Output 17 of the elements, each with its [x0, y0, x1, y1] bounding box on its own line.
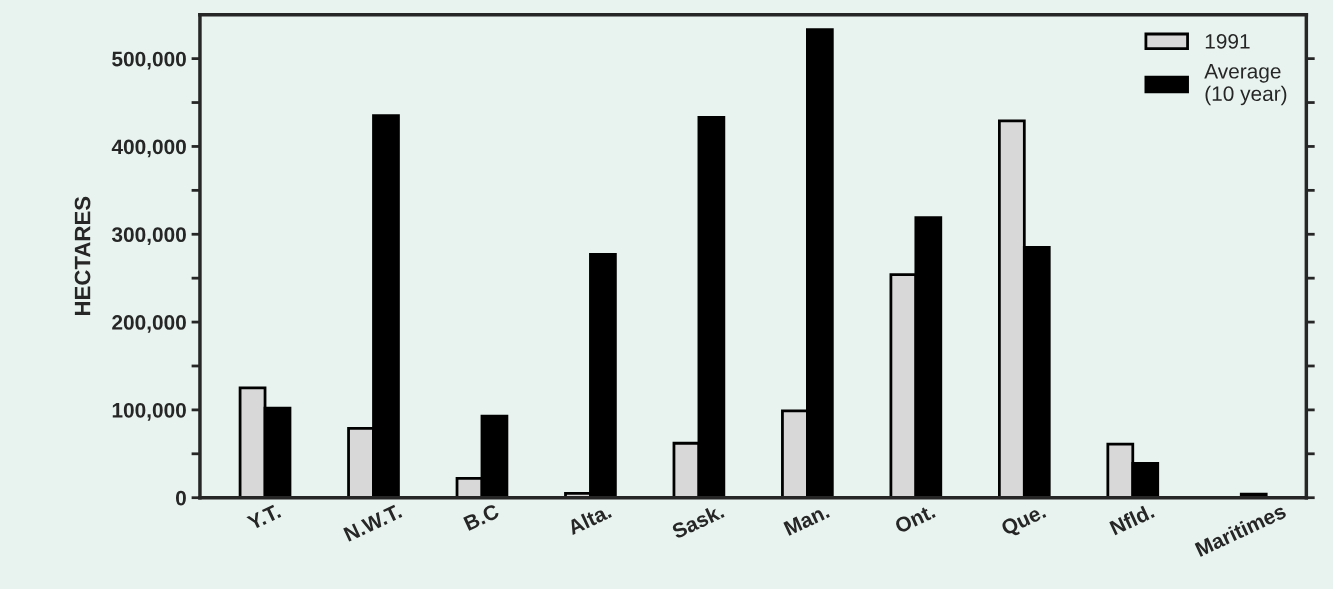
- y-tick-label: 400,000: [111, 139, 186, 158]
- x-tick-label: Alta.: [566, 503, 612, 536]
- legend-label: Average (10 year): [1204, 64, 1287, 106]
- x-tick-label: Que.: [1000, 503, 1049, 540]
- x-tick-label: Man.: [783, 503, 830, 536]
- x-tick-label: Sask.: [670, 503, 725, 540]
- y-tick-label: 200,000: [112, 315, 186, 333]
- y-tick-label: 300,000: [111, 227, 186, 246]
- y-tick-label: 500,000: [112, 51, 186, 70]
- legend-label: 1991: [1205, 34, 1250, 49]
- y-tick-label: 100,000: [112, 402, 186, 421]
- x-tick-label: Nfld.: [1108, 503, 1155, 536]
- x-tick-label: Ont.: [893, 503, 936, 534]
- x-tick-label: B.C: [463, 503, 501, 532]
- y-tick-label: 0: [175, 490, 186, 506]
- y-axis-title: HECTARES: [74, 196, 91, 316]
- x-tick-label: Y.T.: [246, 503, 282, 531]
